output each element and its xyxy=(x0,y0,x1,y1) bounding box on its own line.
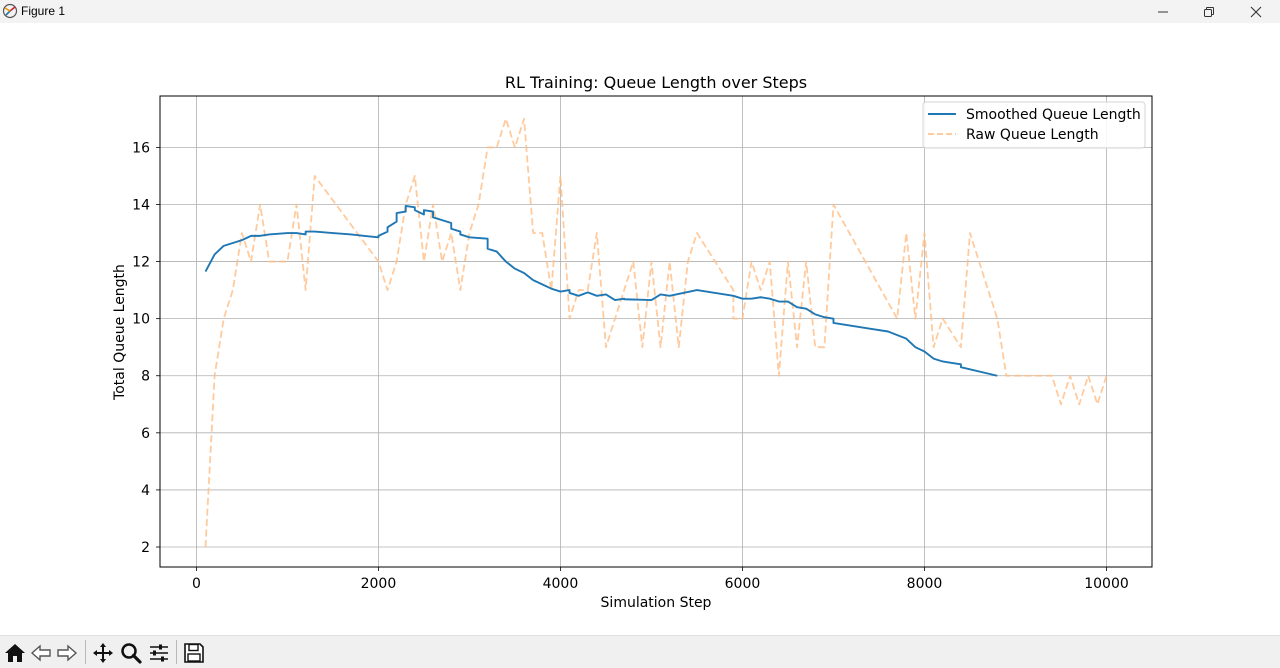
x-tick-label: 10000 xyxy=(1084,576,1129,592)
back-icon xyxy=(30,644,51,662)
close-button[interactable] xyxy=(1233,0,1279,23)
configure-subplots-button[interactable] xyxy=(147,641,171,665)
minimize-button[interactable] xyxy=(1140,0,1186,23)
x-tick-label: 4000 xyxy=(543,576,579,592)
toolbar-separator xyxy=(176,640,177,664)
navigation-toolbar xyxy=(0,635,1280,668)
legend-label-smoothed: Smoothed Queue Length xyxy=(966,107,1141,123)
forward-icon xyxy=(57,644,78,662)
x-tick-label: 2000 xyxy=(361,576,397,592)
x-tick-label: 0 xyxy=(192,576,201,592)
minimize-icon xyxy=(1158,11,1168,12)
window-titlebar: Figure 1 xyxy=(0,0,1280,23)
axis-ticks: 0 2000 4000 6000 8000 10000 2 4 6 8 10 12 14 16 xyxy=(132,140,1129,592)
pan-icon xyxy=(93,643,113,663)
y-axis-label: Total Queue Length xyxy=(112,264,128,401)
raw-queue-line xyxy=(204,117,1108,548)
y-tick-label: 10 xyxy=(132,312,150,328)
y-tick-label: 16 xyxy=(132,140,150,156)
y-tick-label: 14 xyxy=(132,197,150,213)
grid-lines xyxy=(160,96,1152,567)
y-tick-label: 8 xyxy=(141,369,150,385)
window-title: Figure 1 xyxy=(21,4,66,18)
series-layer xyxy=(204,117,1108,548)
legend-label-raw: Raw Queue Length xyxy=(966,127,1099,143)
toolbar-separator xyxy=(85,640,86,664)
x-axis-label: Simulation Step xyxy=(601,595,712,611)
close-icon xyxy=(1250,6,1262,17)
home-icon xyxy=(5,644,25,662)
x-tick-label: 6000 xyxy=(725,576,761,592)
y-tick-label: 4 xyxy=(141,483,150,499)
smoothed-queue-line xyxy=(204,204,998,377)
chart-title: RL Training: Queue Length over Steps xyxy=(505,73,807,92)
restore-icon xyxy=(1204,6,1214,17)
legend: Smoothed Queue Length Raw Queue Length xyxy=(922,101,1146,149)
axes-frame xyxy=(159,95,1153,568)
save-button[interactable] xyxy=(182,641,206,665)
restore-button[interactable] xyxy=(1186,0,1232,23)
matplotlib-icon xyxy=(2,3,18,19)
back-button[interactable] xyxy=(29,641,53,665)
home-button[interactable] xyxy=(3,641,27,665)
legend-box xyxy=(922,101,1146,149)
zoom-button[interactable] xyxy=(119,641,143,665)
line-chart: 0 2000 4000 6000 8000 10000 2 4 6 8 10 12 14 16 RL Tr… xyxy=(112,73,1153,611)
zoom-icon xyxy=(121,643,142,664)
figure-canvas[interactable]: 0 2000 4000 6000 8000 10000 2 4 6 8 10 12 14 16 RL Tr… xyxy=(0,23,1280,635)
configure-subplots-icon xyxy=(150,644,168,662)
x-tick-label: 8000 xyxy=(907,576,943,592)
pan-button[interactable] xyxy=(91,641,115,665)
forward-button[interactable] xyxy=(55,641,79,665)
y-tick-label: 6 xyxy=(141,426,150,442)
y-tick-label: 2 xyxy=(141,540,150,556)
save-icon xyxy=(184,643,204,663)
y-tick-label: 12 xyxy=(132,255,150,271)
